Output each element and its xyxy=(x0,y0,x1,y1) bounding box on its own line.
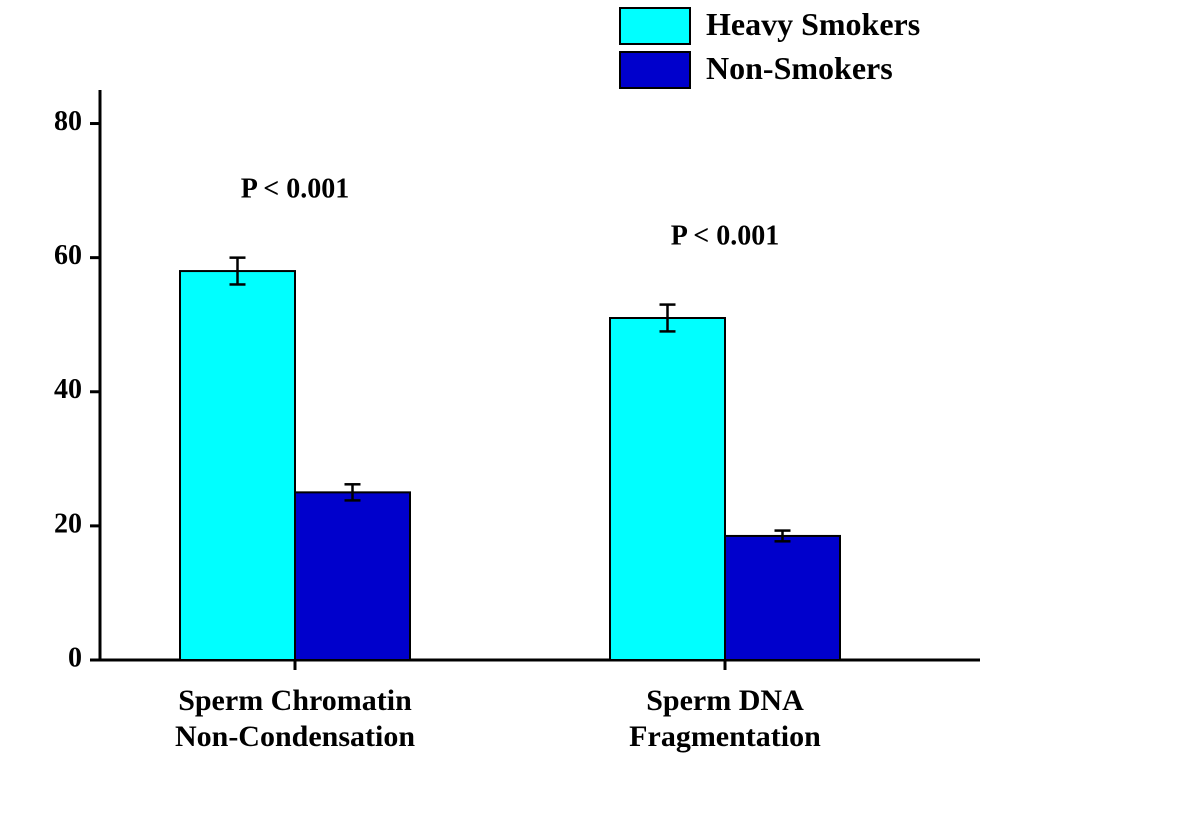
legend-label-0: Heavy Smokers xyxy=(706,6,920,42)
legend-swatch-1 xyxy=(620,52,690,88)
y-axis-tick-label: 0 xyxy=(68,642,82,673)
y-axis-tick-label: 40 xyxy=(54,374,82,405)
x-axis-label-line: Sperm DNA xyxy=(646,684,804,717)
grouped-bar-chart: 0 20 40 60 80 Sperm ChromatinNon-Condensation… xyxy=(0,0,1180,830)
bar-1-0 xyxy=(610,318,725,660)
x-axis-label-line: Fragmentation xyxy=(629,720,821,753)
bar-1-1 xyxy=(725,536,840,660)
x-axis-label-line: Sperm Chromatin xyxy=(178,684,412,717)
bar-0-0 xyxy=(180,271,295,660)
legend-label-1: Non-Smokers xyxy=(706,50,893,86)
y-axis-tick-label: 80 xyxy=(54,106,82,137)
chart-container: 0 20 40 60 80 Sperm ChromatinNon-Condensation… xyxy=(0,0,1180,830)
x-axis-label-line: Non-Condensation xyxy=(175,720,415,753)
p-value-annotation: P < 0.001 xyxy=(241,174,350,205)
y-axis-tick-label: 20 xyxy=(54,508,82,539)
legend-swatch-0 xyxy=(620,8,690,44)
bar-0-1 xyxy=(295,492,410,660)
p-value-annotation: P < 0.001 xyxy=(671,221,780,252)
y-axis-tick-label: 60 xyxy=(54,240,82,271)
chart-background xyxy=(0,0,1180,830)
